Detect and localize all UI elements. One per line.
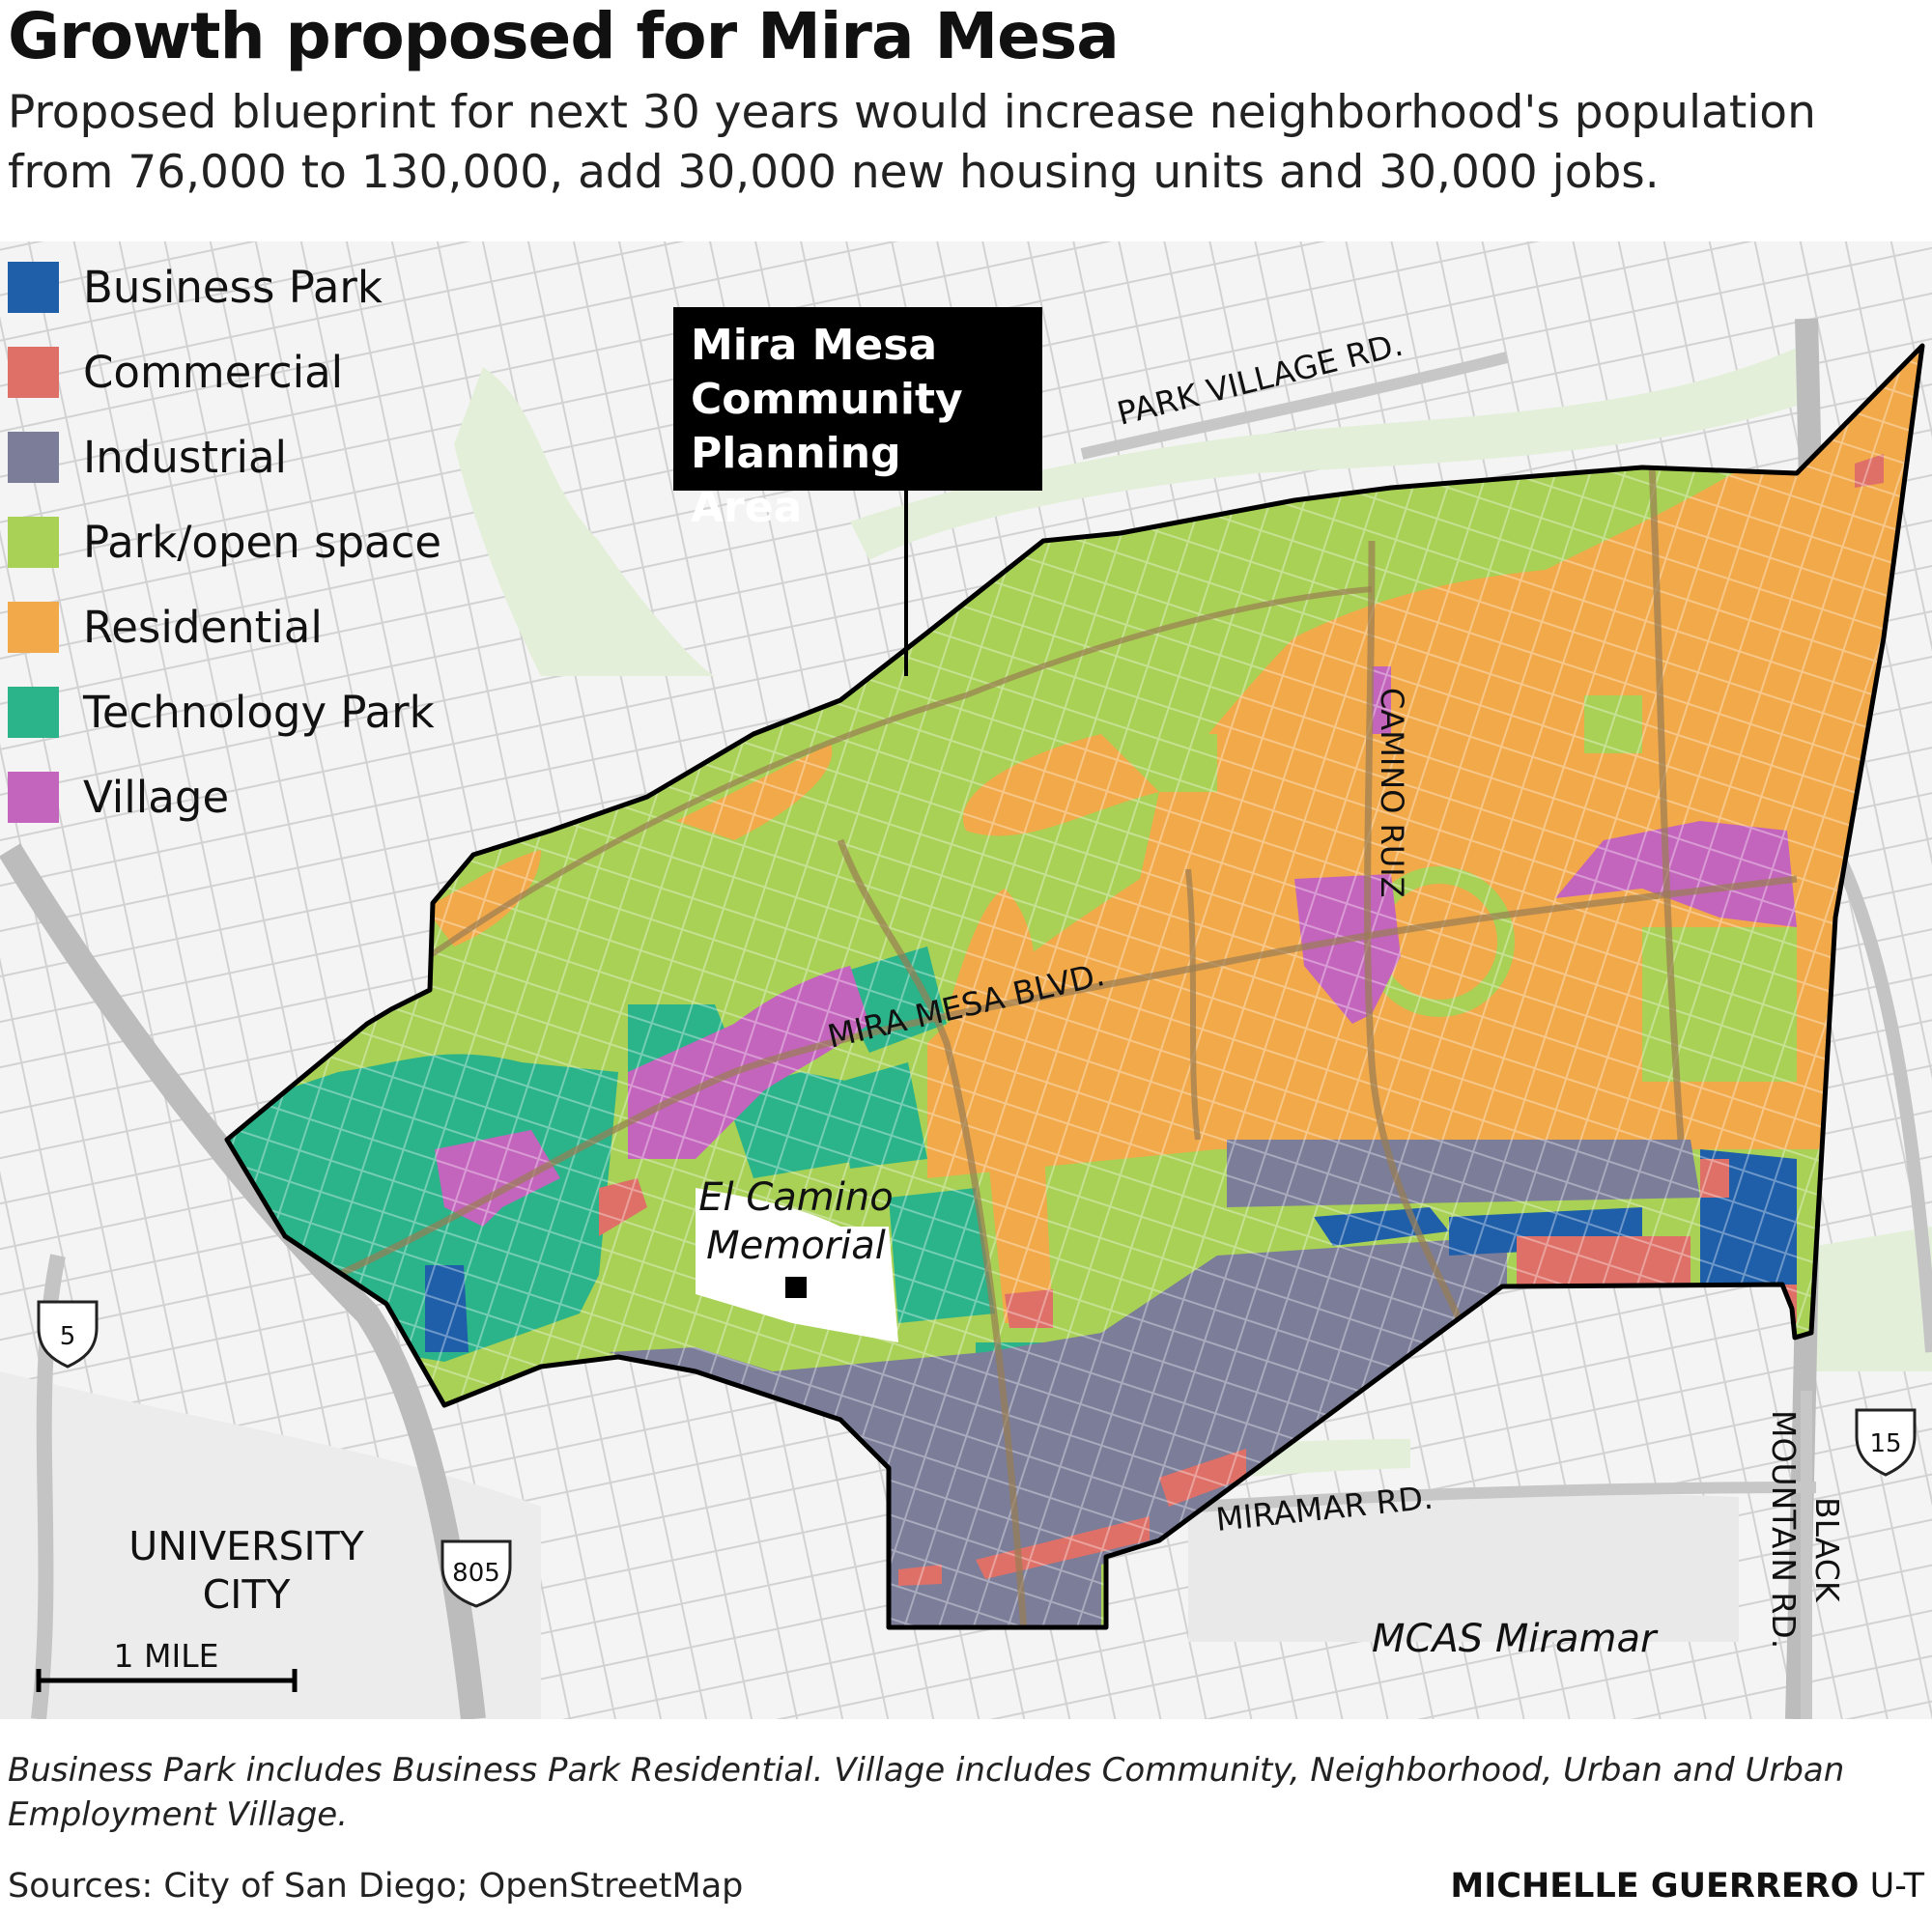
legend-item-park-open-space: Park/open space (8, 499, 441, 584)
legend-item-commercial: Commercial (8, 329, 441, 414)
shield-5-label: 5 (60, 1322, 76, 1351)
footnote: Business Park includes Business Park Res… (8, 1751, 1845, 1834)
legend-label: Residential (83, 601, 323, 653)
legend-swatch-residential (8, 601, 59, 653)
credit: MICHELLE GUERRERO U-T (1450, 1867, 1924, 1906)
interstate-805-icon: 805 (440, 1539, 512, 1608)
interstate-5-icon: 5 (37, 1300, 99, 1369)
legend-item-business-park: Business Park (8, 244, 441, 329)
label-city: CITY (203, 1571, 292, 1618)
legend-swatch-industrial (8, 431, 59, 483)
label-camino-ruiz: CAMINO RUIZ (1374, 688, 1410, 898)
map-title: Growth proposed for Mira Mesa (8, 0, 1120, 73)
legend-item-industrial: Industrial (8, 414, 441, 499)
credit-name: MICHELLE GUERRERO (1450, 1867, 1860, 1906)
shield-805-label: 805 (452, 1559, 500, 1588)
label-mountain-rd: MOUNTAIN RD. (1765, 1410, 1803, 1649)
label-mcas-miramar: MCAS Miramar (1372, 1617, 1659, 1661)
el-camino-marker (785, 1277, 807, 1298)
map-subtitle: Proposed blueprint for next 30 years wou… (8, 86, 1816, 199)
label-memorial: Memorial (706, 1224, 886, 1268)
legend-swatch-park-open-space (8, 516, 59, 568)
interstate-15-icon: 15 (1855, 1408, 1917, 1477)
legend-swatch-business-park (8, 261, 59, 313)
legend-swatch-technology-park (8, 686, 59, 738)
label-black: BLACK (1808, 1497, 1846, 1603)
label-el-camino: El Camino (698, 1175, 893, 1220)
sources: Sources: City of San Diego; OpenStreetMa… (8, 1867, 744, 1906)
land-use-map: PARK VILLAGE RD. CAMINO RUIZ MIRA MESA B… (0, 241, 1932, 1719)
legend-item-village: Village (8, 754, 441, 839)
scale-bar: 1 MILE (36, 1637, 298, 1692)
shield-15-label: 15 (1869, 1429, 1901, 1458)
legend-label: Technology Park (83, 686, 435, 738)
legend-label: Village (83, 771, 230, 823)
credit-org: U-T (1869, 1867, 1924, 1906)
callout-line-1: Mira Mesa (691, 321, 938, 370)
legend-label: Business Park (83, 261, 383, 313)
planning-area-callout: Mira Mesa Community Planning Area (673, 307, 1042, 532)
legend: Business Park Commercial Industrial Park… (8, 244, 441, 839)
callout-line-3: Planning Area (691, 429, 901, 532)
legend-item-technology-park: Technology Park (8, 669, 441, 754)
label-university: UNIVERSITY (128, 1523, 364, 1569)
legend-swatch-village (8, 771, 59, 823)
scale-label: 1 MILE (114, 1637, 219, 1675)
legend-swatch-commercial (8, 346, 59, 398)
legend-label: Park/open space (83, 516, 442, 568)
planning-area-boundary (224, 343, 1925, 1630)
legend-item-residential: Residential (8, 584, 441, 669)
legend-label: Commercial (83, 346, 344, 398)
callout-line-2: Community (691, 375, 963, 424)
legend-label: Industrial (83, 431, 288, 483)
